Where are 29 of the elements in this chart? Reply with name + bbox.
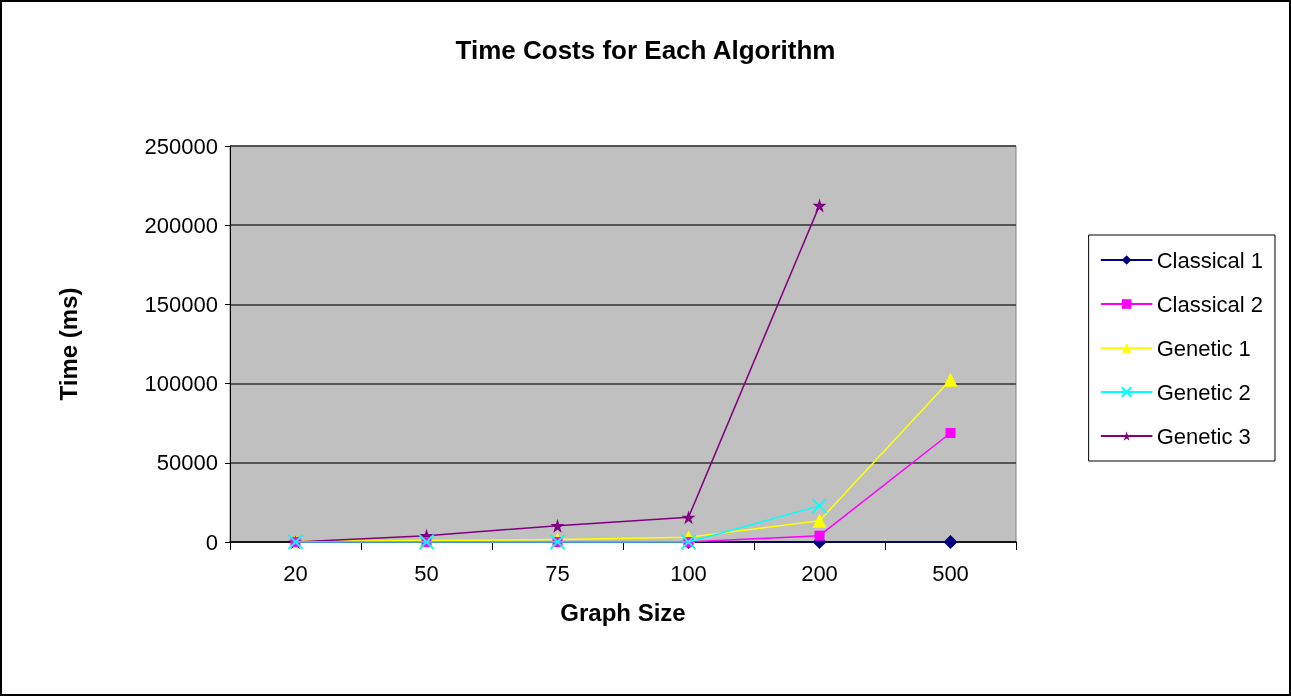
point: [945, 428, 956, 439]
point: [812, 513, 827, 528]
legend-label: Genetic 2: [1156, 379, 1251, 405]
y-axis-title: Time (ms): [54, 287, 82, 401]
x-tick-label: 50: [414, 560, 439, 586]
point: [811, 497, 828, 514]
legend-label: Genetic 3: [1156, 423, 1251, 449]
point: [814, 530, 825, 541]
y-tick-label: 50000: [156, 450, 218, 476]
point: [681, 510, 696, 525]
legend-label: Classical 2: [1156, 291, 1264, 317]
x-axis-title: Graph Size: [560, 598, 686, 626]
y-tick-label: 0: [205, 529, 218, 555]
y-tick-label: 250000: [144, 133, 218, 159]
x-tick-label: 100: [670, 560, 707, 586]
y-tick-label: 150000: [144, 291, 218, 317]
point: [550, 518, 565, 533]
legend-label: Genetic 1: [1156, 335, 1251, 361]
y-tick-label: 200000: [144, 212, 218, 238]
point: [812, 198, 827, 213]
point: [943, 372, 958, 387]
legend-label: Classical 1: [1156, 247, 1264, 273]
point: [943, 535, 958, 549]
x-tick-label: 500: [932, 560, 969, 586]
x-tick-label: 20: [283, 560, 308, 586]
y-tick-label: 100000: [144, 371, 218, 397]
x-tick-label: 200: [801, 560, 838, 586]
x-tick-label: 75: [545, 560, 570, 586]
chart-title: Time Costs for Each Algorithm: [455, 35, 836, 65]
